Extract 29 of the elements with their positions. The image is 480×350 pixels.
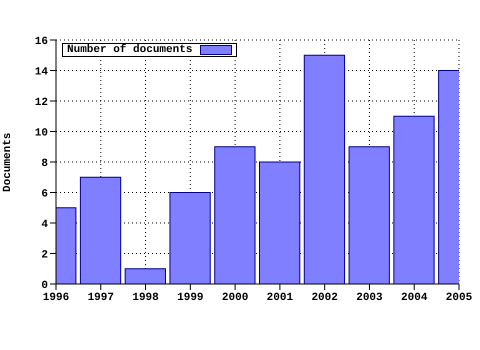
y-axis-title: Documents bbox=[2, 132, 14, 192]
y-tick-label: 14 bbox=[34, 66, 48, 78]
x-tick-label: 2004 bbox=[401, 292, 428, 304]
bar bbox=[304, 54, 346, 284]
y-tick-label: 2 bbox=[41, 249, 48, 262]
y-tick-label: 16 bbox=[34, 36, 48, 48]
y-tick-label: 12 bbox=[34, 96, 48, 109]
x-tick-label: 1998 bbox=[132, 292, 160, 304]
y-tick-label: 4 bbox=[41, 218, 48, 231]
bar bbox=[393, 116, 435, 284]
bar bbox=[124, 268, 166, 284]
y-tick-label: 10 bbox=[34, 127, 48, 140]
x-tick-label: 2002 bbox=[311, 292, 338, 304]
x-tick-label: 2005 bbox=[446, 292, 473, 304]
y-tick-label: 8 bbox=[41, 158, 48, 170]
x-tick-label: 1997 bbox=[88, 292, 114, 304]
x-tick-label: 2001 bbox=[266, 292, 294, 304]
y-tick-label: 6 bbox=[41, 188, 48, 200]
x-tick-label: 2000 bbox=[222, 292, 248, 304]
x-tick-label: 2003 bbox=[356, 292, 384, 304]
legend-label: Number of documents bbox=[67, 44, 192, 56]
x-tick-label: 1999 bbox=[177, 292, 204, 304]
bar bbox=[348, 146, 390, 284]
bar bbox=[80, 176, 122, 284]
x-tick-label: 1996 bbox=[42, 292, 70, 304]
bar bbox=[214, 146, 256, 284]
bar bbox=[259, 162, 300, 284]
y-tick-label: 0 bbox=[41, 280, 48, 292]
bar bbox=[169, 192, 211, 284]
